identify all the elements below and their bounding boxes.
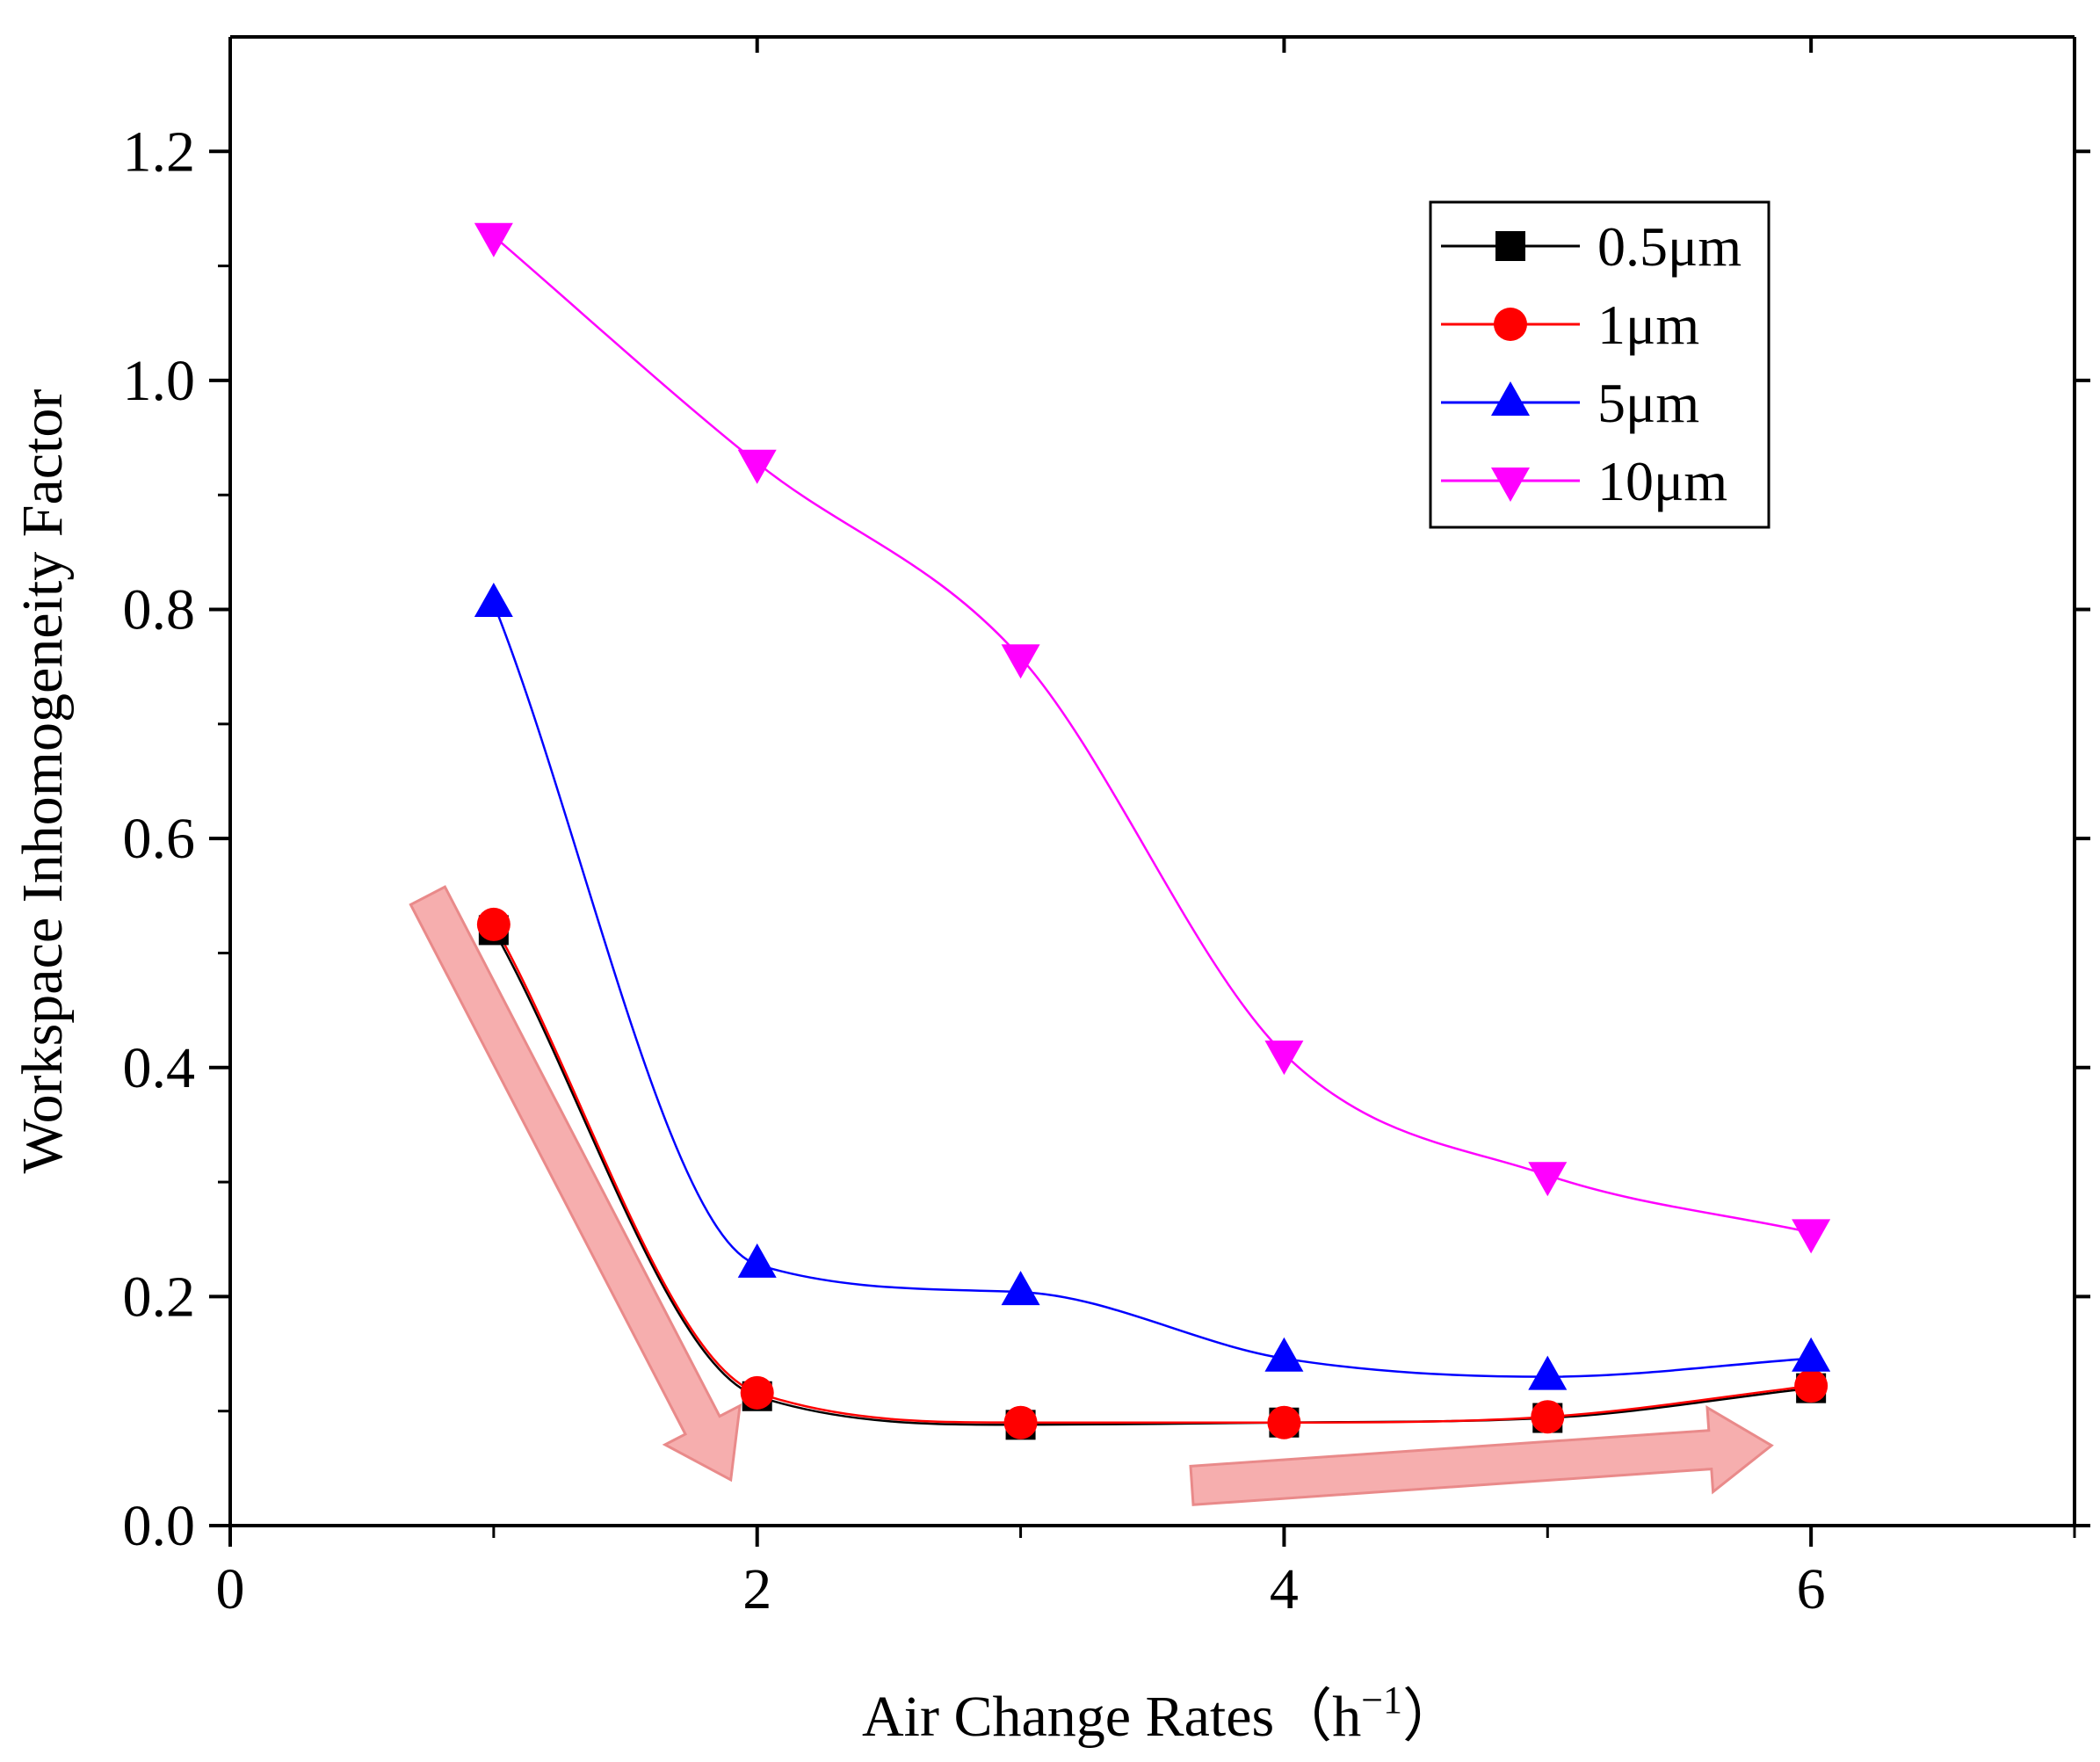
x-tick-label-3: 6	[1797, 1557, 1826, 1621]
data-point-s1-5	[1794, 1369, 1828, 1403]
data-point-s3-2	[1001, 644, 1040, 679]
series-line-0	[492, 929, 1812, 1426]
ticks: 0 2 4 6 0.0 0.2 0.4 0.6 0.8 1.0 1.2	[123, 37, 2090, 1621]
legend-label-0: 0.5μm	[1597, 215, 1742, 278]
x-axis-title-end: ）	[1402, 1685, 1460, 1749]
data-point-s2-2	[1001, 1271, 1040, 1306]
x-axis-title-superscript: −1	[1361, 1679, 1402, 1722]
legend[interactable]: 0.5μm 1μm 5μm 10μm	[1429, 200, 1771, 529]
trend-arrow-1	[1189, 1404, 1774, 1506]
y-tick-label-3: 0.6	[123, 807, 196, 871]
series-line-1	[492, 924, 1812, 1424]
data-point-s1-1	[740, 1375, 774, 1410]
data-point-s1-4	[1531, 1400, 1565, 1434]
data-point-s2-3	[1264, 1337, 1304, 1372]
trend-arrow-0	[409, 885, 742, 1483]
legend-label-1: 1μm	[1597, 294, 1699, 356]
y-tick-label-5: 1.0	[123, 349, 196, 413]
data-point-s1-2	[1003, 1405, 1038, 1439]
data-point-s3-0	[474, 222, 513, 257]
y-tick-label-2: 0.4	[123, 1036, 196, 1100]
legend-marker-3	[1491, 468, 1530, 502]
trend-arrows	[409, 885, 1774, 1506]
series-line-2	[492, 603, 1812, 1378]
data-point-s3-5	[1792, 1219, 1831, 1254]
data-point-s2-0	[474, 583, 513, 618]
y-axis-title: Workspace Inhomogeneity Factor	[11, 389, 75, 1174]
series-markers	[474, 222, 1831, 1440]
legend-marker-0	[1495, 231, 1525, 261]
y-tick-label-0: 0.0	[123, 1494, 196, 1558]
legend-marker-2	[1491, 381, 1530, 416]
legend-label-3: 10μm	[1597, 450, 1727, 512]
y-tick-label-6: 1.2	[123, 120, 196, 184]
y-tick-label-1: 0.2	[123, 1265, 196, 1329]
x-tick-label-1: 2	[742, 1557, 771, 1621]
data-point-s1-0	[476, 907, 511, 941]
data-point-s3-3	[1264, 1041, 1304, 1076]
x-axis-title: Air Change Rates（h−1）	[862, 1679, 1460, 1749]
data-point-s3-4	[1528, 1162, 1568, 1197]
data-point-s2-5	[1792, 1337, 1831, 1372]
data-point-s2-4	[1528, 1355, 1568, 1390]
y-tick-label-4: 0.8	[123, 578, 196, 642]
legend-box	[1429, 200, 1771, 529]
data-point-s2-1	[737, 1243, 777, 1278]
legend-marker-1	[1494, 308, 1527, 341]
x-tick-label-2: 4	[1270, 1557, 1299, 1621]
x-axis-title-main: Air Change Rates（h	[862, 1685, 1361, 1749]
axes	[228, 35, 2076, 1527]
x-tick-label-0: 0	[216, 1557, 245, 1621]
data-point-s1-3	[1267, 1405, 1301, 1439]
legend-label-2: 5μm	[1597, 372, 1699, 434]
data-point-s3-1	[737, 449, 777, 484]
